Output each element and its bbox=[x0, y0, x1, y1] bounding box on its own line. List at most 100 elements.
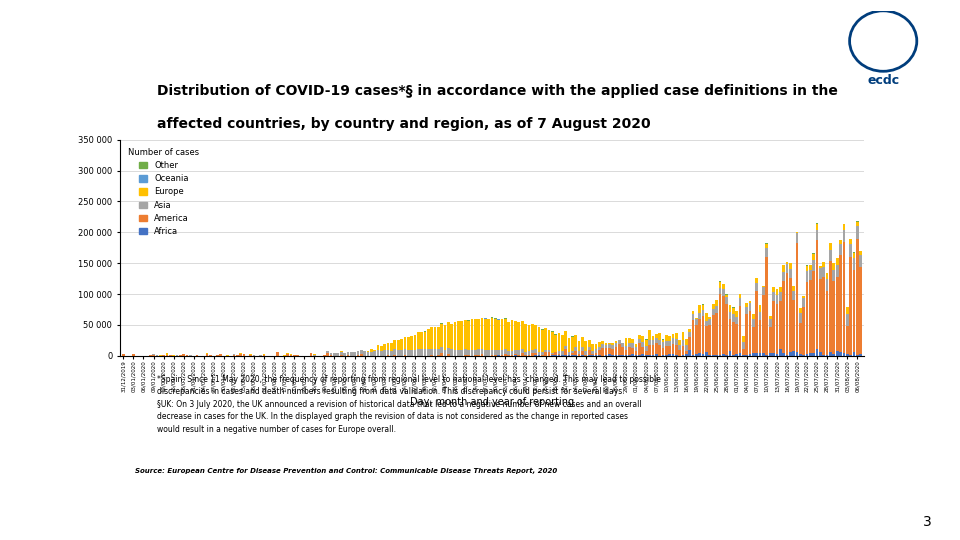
Bar bbox=[547, 330, 550, 350]
Bar bbox=[829, 261, 831, 352]
Bar bbox=[544, 350, 547, 353]
Bar bbox=[665, 335, 667, 341]
Bar bbox=[708, 316, 711, 319]
Bar bbox=[594, 355, 597, 356]
Bar bbox=[762, 286, 765, 287]
Bar bbox=[758, 312, 761, 320]
Bar bbox=[843, 353, 845, 356]
Bar bbox=[464, 320, 467, 349]
Bar bbox=[310, 353, 312, 356]
Bar bbox=[809, 265, 812, 269]
Bar bbox=[632, 339, 635, 343]
Bar bbox=[785, 355, 788, 356]
Bar bbox=[538, 355, 540, 356]
Bar bbox=[819, 266, 822, 268]
Bar bbox=[752, 319, 755, 327]
Bar bbox=[682, 340, 684, 346]
Bar bbox=[756, 291, 758, 353]
Bar bbox=[772, 292, 775, 301]
Bar bbox=[491, 349, 493, 355]
Bar bbox=[501, 350, 503, 355]
Bar bbox=[685, 354, 687, 356]
Bar bbox=[732, 322, 734, 355]
Bar bbox=[758, 353, 761, 356]
Bar bbox=[628, 343, 631, 347]
Bar bbox=[567, 355, 570, 356]
Bar bbox=[614, 347, 617, 355]
Bar bbox=[803, 307, 805, 355]
Bar bbox=[823, 277, 826, 355]
Bar bbox=[635, 355, 637, 356]
Bar bbox=[742, 349, 745, 355]
Bar bbox=[441, 324, 444, 347]
Bar bbox=[554, 355, 557, 356]
Bar bbox=[826, 355, 828, 356]
Bar bbox=[353, 352, 356, 356]
Bar bbox=[803, 296, 805, 298]
Bar bbox=[621, 347, 624, 355]
Bar bbox=[326, 351, 329, 353]
Bar bbox=[776, 289, 779, 295]
Bar bbox=[330, 353, 332, 355]
Bar bbox=[752, 314, 755, 319]
Bar bbox=[805, 281, 808, 354]
Bar bbox=[504, 349, 507, 354]
Bar bbox=[735, 317, 738, 325]
Bar bbox=[846, 314, 849, 326]
Bar bbox=[812, 253, 815, 260]
Bar bbox=[337, 354, 339, 356]
Bar bbox=[782, 266, 785, 272]
Bar bbox=[614, 341, 617, 343]
Bar bbox=[722, 289, 725, 296]
Bar bbox=[745, 314, 748, 355]
Bar bbox=[625, 350, 628, 355]
Bar bbox=[823, 262, 826, 267]
Bar bbox=[732, 355, 734, 356]
Bar bbox=[454, 349, 456, 356]
Bar bbox=[638, 339, 641, 343]
Bar bbox=[852, 253, 855, 258]
Bar bbox=[685, 339, 687, 346]
Bar bbox=[491, 318, 493, 349]
Bar bbox=[635, 344, 637, 347]
Bar bbox=[638, 355, 641, 356]
Bar bbox=[742, 342, 745, 349]
Bar bbox=[675, 355, 678, 356]
Bar bbox=[762, 287, 765, 295]
Bar bbox=[612, 349, 614, 355]
Bar bbox=[752, 354, 755, 356]
Bar bbox=[158, 355, 161, 356]
Bar bbox=[695, 325, 698, 354]
Bar bbox=[437, 327, 440, 349]
Bar bbox=[571, 353, 574, 355]
Bar bbox=[729, 305, 732, 312]
Bar bbox=[628, 347, 631, 355]
Bar bbox=[809, 353, 812, 356]
Bar bbox=[591, 354, 594, 355]
Bar bbox=[481, 349, 483, 354]
Bar bbox=[628, 339, 631, 343]
Bar bbox=[621, 355, 624, 356]
Bar bbox=[420, 332, 423, 349]
Legend: Other, Oceania, Europe, Asia, America, Africa: Other, Oceania, Europe, Asia, America, A… bbox=[124, 144, 204, 240]
Bar bbox=[715, 313, 718, 355]
Bar bbox=[850, 256, 852, 355]
Bar bbox=[477, 349, 480, 355]
Bar bbox=[668, 336, 671, 341]
Bar bbox=[585, 354, 588, 355]
Bar bbox=[594, 349, 597, 353]
Bar bbox=[383, 350, 386, 356]
Bar bbox=[729, 319, 732, 351]
Bar bbox=[722, 354, 725, 356]
Bar bbox=[685, 351, 687, 354]
Text: affected countries, by country and region, as of 7 August 2020: affected countries, by country and regio… bbox=[157, 117, 651, 131]
Bar bbox=[856, 226, 858, 239]
Bar bbox=[521, 349, 523, 354]
Bar bbox=[564, 331, 567, 346]
Bar bbox=[423, 349, 426, 356]
Bar bbox=[574, 335, 577, 347]
Bar bbox=[715, 306, 718, 313]
Bar bbox=[668, 354, 671, 356]
Bar bbox=[581, 355, 584, 356]
Bar bbox=[826, 291, 828, 355]
